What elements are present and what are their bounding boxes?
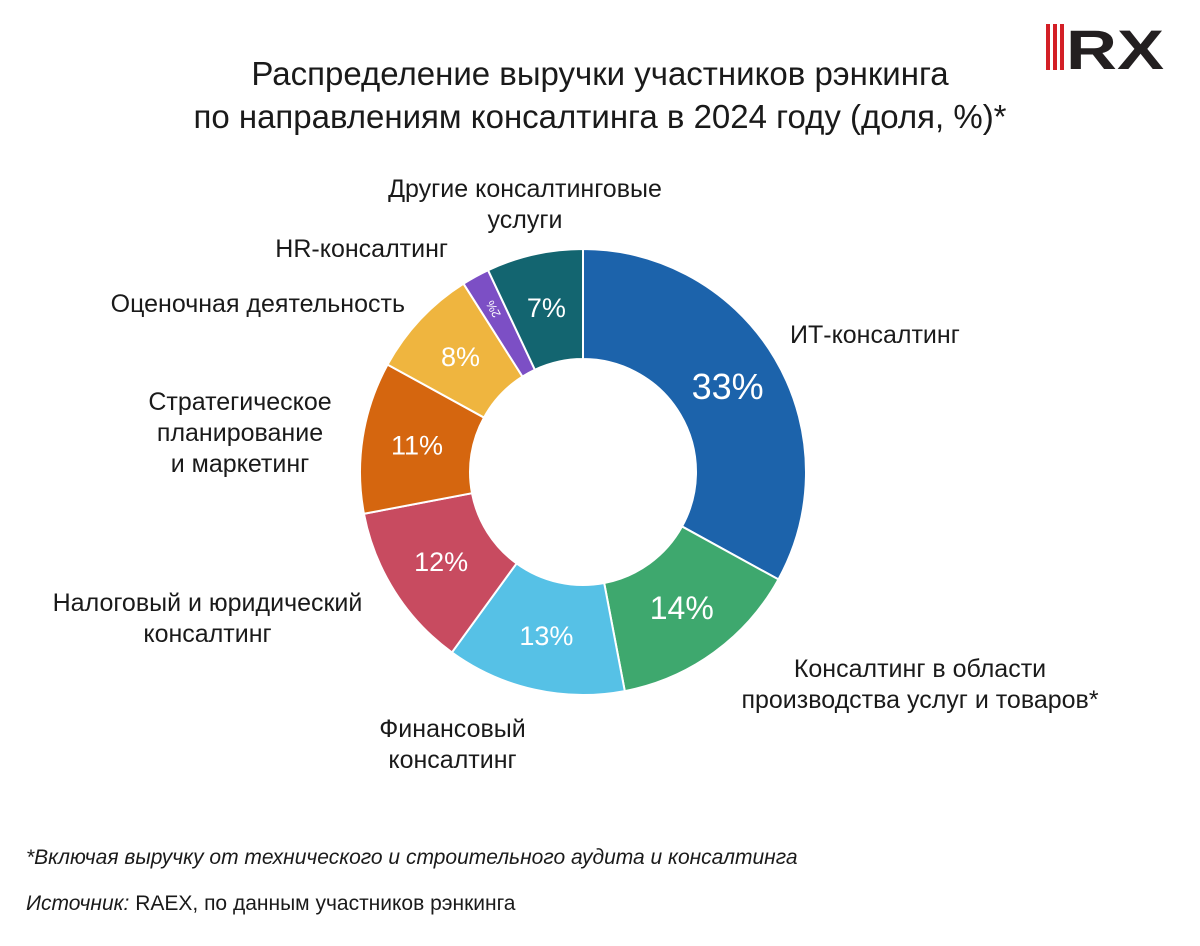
donut-slice-0	[582, 247, 807, 581]
chart-title-line-1: Распределение выручки участников рэнкинг…	[251, 55, 949, 92]
category-label-it: ИТ-консалтинг	[790, 321, 960, 349]
category-label-strategy: Стратегическое планирование и маркетинг	[148, 388, 332, 478]
footnote: *Включая выручку от технического и строи…	[26, 846, 798, 869]
source-note: Источник: RAEX, по данным участников рэн…	[26, 892, 516, 916]
category-label-valuation: Оценочная деятельность	[110, 290, 405, 318]
category-label-financial: Финансовый консалтинг	[379, 715, 526, 774]
donut-value-label-0: 33%	[692, 366, 764, 407]
source-label: Источник:	[26, 892, 130, 915]
donut-value-label-3: 12%	[414, 547, 468, 577]
category-label-hr: HR-консалтинг	[275, 235, 448, 263]
category-label-other: Другие консалтинговые услуги	[388, 175, 662, 234]
donut-slices	[359, 247, 807, 696]
donut-value-label-5: 8%	[441, 342, 480, 372]
donut-value-label-7: 7%	[527, 293, 566, 323]
raex-logo-text: RX	[1066, 22, 1164, 74]
category-label-production: Консалтинг в области производства услуг …	[741, 655, 1099, 714]
donut-value-label-4: 11%	[391, 431, 443, 461]
chart-title-line-2: по направлениям консалтинга в 2024 году …	[193, 98, 1007, 135]
chart-title: Распределение выручки участников рэнкинг…	[40, 52, 1160, 138]
donut-value-label-2: 13%	[519, 621, 573, 651]
donut-slice-7	[486, 247, 584, 372]
raex-logo: RX	[1046, 22, 1164, 74]
source-text: RAEX, по данным участников рэнкинга	[129, 892, 516, 915]
donut-value-label-1: 14%	[650, 590, 714, 626]
category-label-tax: Налоговый и юридический консалтинг	[52, 589, 363, 648]
donut-value-labels: 33%14%13%12%11%8%2% 7%	[391, 293, 764, 651]
